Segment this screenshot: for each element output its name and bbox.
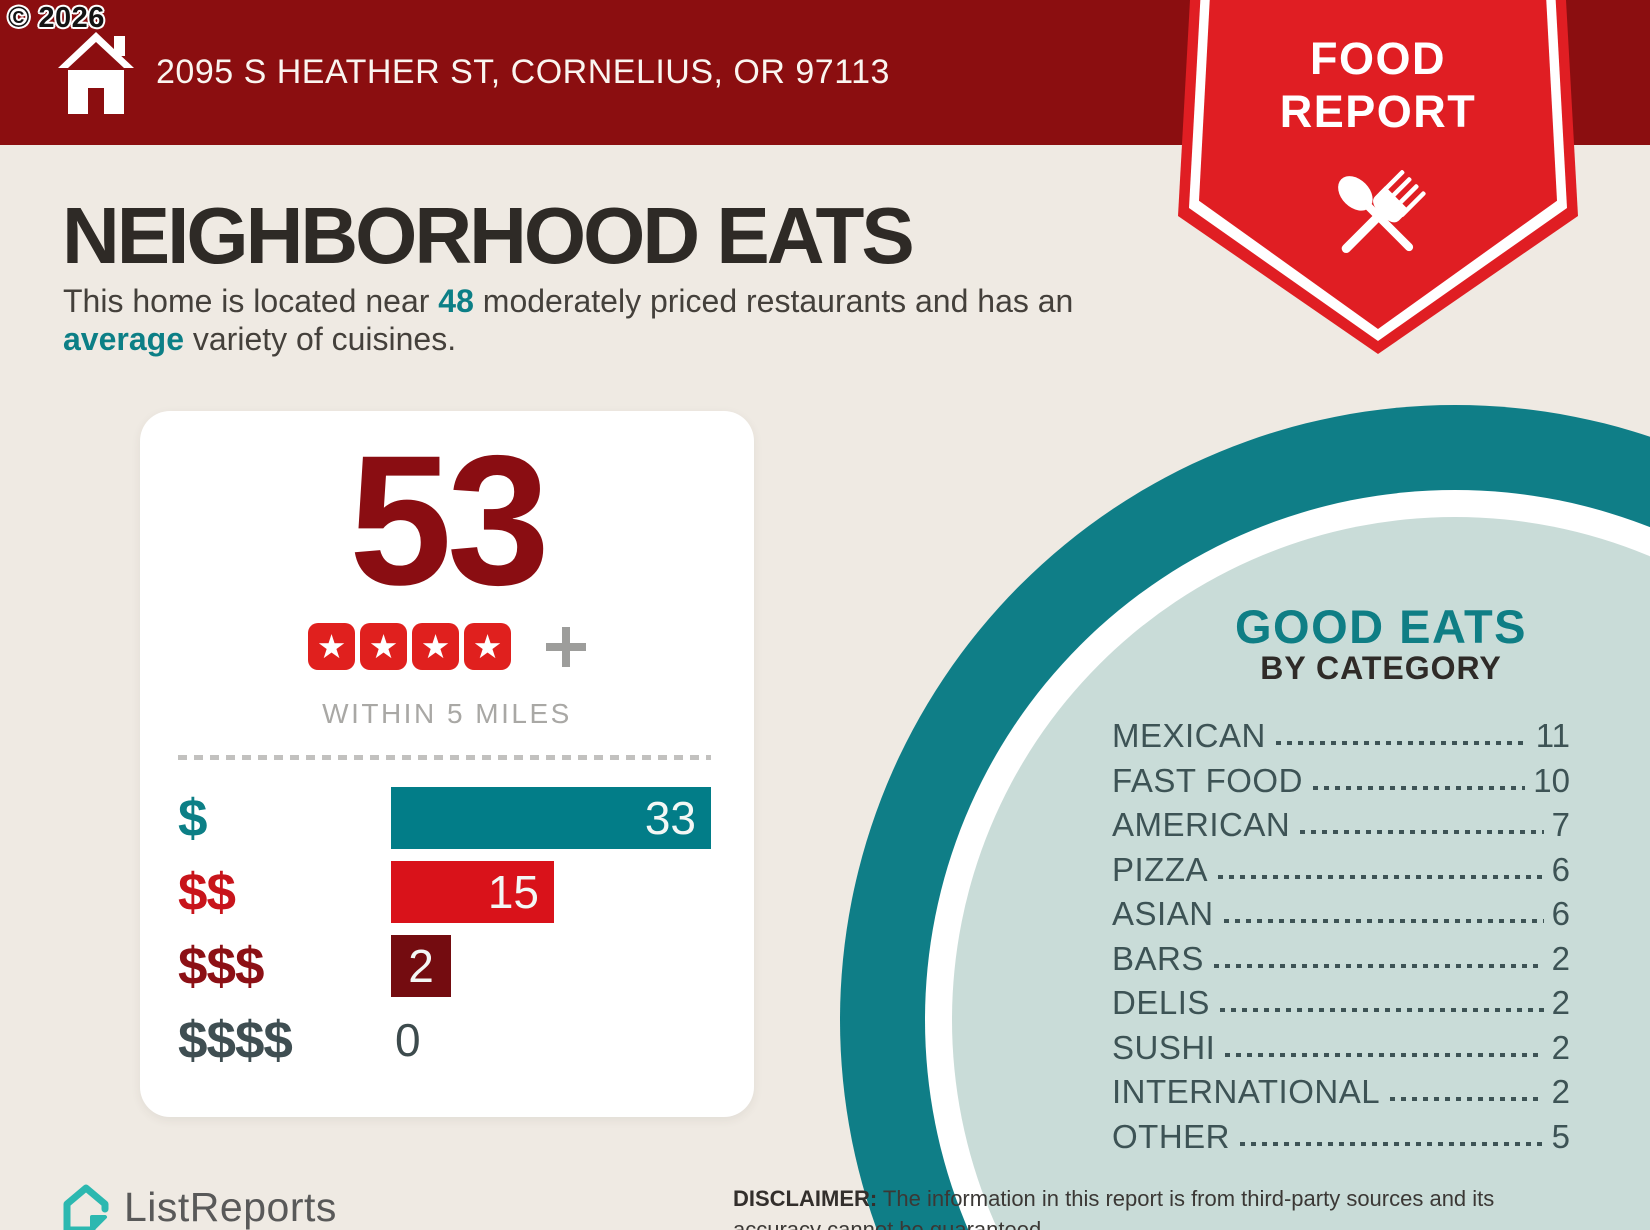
ribbon-title: FOOD REPORT	[1178, 32, 1578, 138]
price-level-bar-chart: $33 $$ 15 $$$ 2 $$$$ 0	[140, 787, 754, 1083]
price-bar-zero-value: 0	[395, 1014, 421, 1066]
restaurant-summary-card: 53 ★ ★ ★ ★ WITHIN 5 MILES $33 $$ 15 $$$ 2 $$$$ 0	[140, 411, 754, 1117]
category-count: 11	[1535, 717, 1570, 754]
dotted-leader	[1390, 1097, 1544, 1101]
dotted-leader	[1275, 741, 1528, 745]
restaurant-count: 53	[349, 418, 550, 624]
category-label: FAST FOOD	[1112, 761, 1303, 799]
category-label: PIZZA	[1112, 850, 1209, 888]
dotted-leader	[1223, 919, 1544, 923]
category-label: ASIAN	[1112, 895, 1214, 932]
star-glyph: ★	[420, 627, 451, 666]
good-eats-subtitle: BY CATEGORY	[1260, 650, 1502, 686]
category-count: 10	[1533, 761, 1570, 799]
star-rating: ★ ★ ★ ★	[140, 623, 754, 670]
category-count: 7	[1551, 806, 1570, 843]
category-row: MEXICAN 11	[1112, 719, 1570, 752]
category-label: DELIS	[1112, 984, 1210, 1021]
category-count: 2	[1551, 1073, 1570, 1110]
price-bar: 15	[391, 861, 554, 923]
price-bar: 2	[391, 935, 451, 997]
category-row: AMERICAN 7	[1112, 808, 1570, 841]
star-glyph: ★	[368, 627, 399, 666]
category-row: INTERNATIONAL 2	[1112, 1075, 1570, 1108]
dotted-leader	[1213, 963, 1544, 968]
subtitle-text: This home is located near	[63, 283, 439, 319]
category-count: 2	[1551, 1028, 1570, 1066]
price-row: $$ 15	[140, 861, 754, 923]
star-icon: ★	[464, 623, 511, 670]
star-icon: ★	[360, 623, 407, 670]
category-count: 5	[1551, 1117, 1570, 1155]
star-glyph: ★	[316, 627, 347, 666]
crossed-spoon-fork-icon	[1338, 170, 1426, 254]
listreports-wordmark: ListReports	[124, 1184, 337, 1230]
price-bar: 33	[391, 787, 711, 849]
category-count: 2	[1551, 939, 1570, 977]
category-count: 2	[1551, 984, 1570, 1021]
category-row: SUSHI 2	[1112, 1031, 1570, 1064]
ribbon-title-line1: FOOD	[1310, 33, 1446, 84]
restaurant-count-highlight: 48	[438, 283, 474, 319]
price-level-label: $	[178, 788, 208, 848]
property-address: 2095 S HEATHER ST, CORNELIUS, OR 97113	[156, 53, 890, 91]
ribbon-title-line2: REPORT	[1279, 86, 1477, 137]
listreports-logo: ListReports	[62, 1184, 337, 1230]
category-label: MEXICAN	[1112, 717, 1266, 754]
price-row: $33	[140, 787, 754, 849]
page-title: NEIGHBORHOOD EATS	[62, 191, 915, 280]
radius-label: WITHIN 5 MILES	[322, 698, 572, 729]
dotted-leader	[1218, 874, 1544, 879]
dotted-leader	[1219, 1008, 1544, 1012]
listreports-house-icon	[63, 1184, 109, 1230]
price-row: $$$ 2	[140, 935, 754, 997]
category-row: DELIS 2	[1112, 986, 1570, 1019]
category-row: BARS 2	[1112, 942, 1570, 975]
category-count: 6	[1551, 895, 1570, 932]
category-label: BARS	[1112, 939, 1204, 977]
category-row: OTHER 5	[1112, 1120, 1570, 1153]
category-label: OTHER	[1112, 1117, 1230, 1155]
price-level-label: $$$	[178, 936, 264, 996]
disclaimer-label: DISCLAIMER:	[733, 1186, 878, 1211]
dotted-leader	[1225, 1052, 1544, 1057]
category-row: PIZZA 6	[1112, 853, 1570, 886]
star-icon: ★	[308, 623, 355, 670]
category-count: 6	[1551, 850, 1570, 888]
star-icon: ★	[412, 623, 459, 670]
price-level-label: $$	[178, 862, 236, 922]
dotted-leader	[1312, 785, 1526, 790]
category-label: SUSHI	[1112, 1028, 1216, 1066]
star-glyph: ★	[472, 627, 503, 666]
subtitle-text: variety of cuisines.	[183, 321, 457, 357]
category-list: MEXICAN 11 FAST FOOD 10 AMERICAN 7 PIZZA 6 ASIAN…	[1112, 719, 1570, 1164]
disclaimer-text: DISCLAIMER: The information in this repo…	[733, 1186, 1495, 1230]
good-eats-title: GOOD EATS	[1234, 600, 1528, 653]
home-icon	[58, 32, 134, 114]
plus-icon	[546, 626, 586, 667]
category-label: AMERICAN	[1112, 806, 1291, 843]
dotted-leader	[1300, 830, 1544, 834]
category-row: ASIAN 6	[1112, 897, 1570, 930]
dotted-leader	[1240, 1141, 1544, 1146]
subtitle-text: moderately priced restaurants and has an	[473, 283, 1074, 319]
variety-highlight: average	[63, 321, 184, 357]
circle-inner-fill	[952, 517, 1650, 1230]
copyright-label: © 2026	[8, 2, 105, 34]
category-row: FAST FOOD 10	[1112, 764, 1570, 797]
category-label: INTERNATIONAL	[1112, 1073, 1381, 1110]
price-level-label: $$$$	[178, 1010, 293, 1070]
page-subtitle: This home is located near 48 moderately …	[63, 282, 1113, 358]
dashed-divider	[178, 755, 711, 760]
price-row: $$$$ 0	[140, 1009, 754, 1071]
